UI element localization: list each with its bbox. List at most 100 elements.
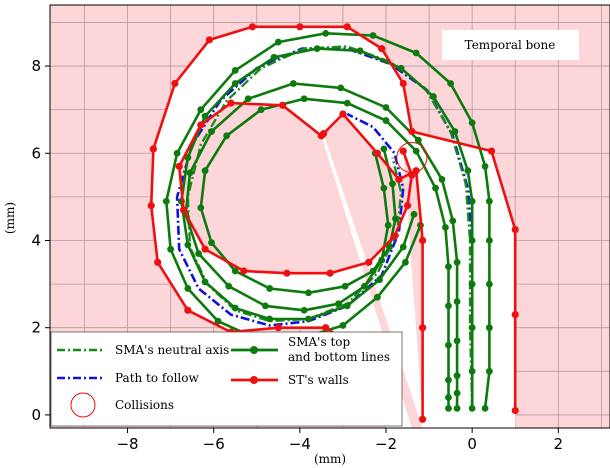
- series-marker: [412, 147, 420, 155]
- x-tick-label: −2: [375, 435, 397, 453]
- series-marker: [468, 197, 476, 205]
- series-marker: [154, 258, 162, 266]
- series-marker: [184, 285, 192, 292]
- series-marker: [300, 306, 308, 314]
- series-marker: [453, 372, 461, 380]
- series-marker: [487, 147, 496, 155]
- series-marker: [485, 367, 493, 375]
- series-marker: [419, 236, 427, 245]
- series-marker: [173, 149, 181, 157]
- series-marker: [384, 221, 392, 229]
- series-marker: [481, 162, 489, 170]
- series-line: [184, 82, 459, 409]
- series-marker: [231, 304, 239, 312]
- series-marker: [464, 167, 472, 175]
- series-marker: [468, 280, 476, 288]
- series-marker: [197, 204, 205, 212]
- series-marker: [468, 324, 476, 332]
- series-marker: [201, 167, 209, 175]
- legend-item-collisions: Collisions: [70, 392, 174, 418]
- series-marker: [419, 324, 427, 332]
- legend-item-sma-lines: SMA's top and bottom lines: [231, 335, 390, 364]
- series-marker: [442, 224, 449, 231]
- series-marker: [223, 132, 231, 140]
- series-marker: [335, 300, 343, 308]
- series-marker: [408, 171, 416, 179]
- series-marker: [270, 53, 278, 61]
- series-marker: [449, 217, 457, 225]
- series-marker: [214, 317, 222, 325]
- series-marker: [376, 276, 383, 284]
- series-marker: [171, 79, 179, 88]
- series-marker: [445, 341, 452, 349]
- legend-label-sma-lines-1: SMA's top: [288, 335, 350, 349]
- series-marker: [468, 237, 476, 244]
- series-marker: [382, 117, 390, 124]
- series-marker: [468, 367, 476, 375]
- annotation-box: Temporal bone: [442, 30, 579, 60]
- series-marker: [225, 282, 233, 290]
- series-marker: [339, 110, 347, 118]
- y-tick-label: 6: [31, 144, 41, 162]
- series-marker: [403, 201, 412, 210]
- series-marker: [485, 280, 493, 288]
- series-marker: [453, 389, 461, 397]
- series-marker: [322, 29, 330, 37]
- series-marker: [399, 243, 407, 251]
- series-line: [186, 45, 474, 409]
- series-marker: [231, 67, 239, 74]
- series-marker: [201, 245, 209, 253]
- x-tick-label: −6: [203, 435, 225, 453]
- series-marker: [175, 162, 183, 170]
- series-marker: [451, 128, 459, 135]
- annotation-text: Temporal bone: [465, 38, 556, 52]
- series-marker: [305, 289, 312, 297]
- series-marker: [274, 38, 282, 46]
- series-marker: [392, 215, 399, 223]
- series-marker: [339, 322, 347, 329]
- series-marker: [432, 184, 439, 192]
- series-marker: [445, 394, 452, 401]
- series-marker: [511, 311, 519, 319]
- legend-item-neutral-axis: SMA's neutral axis: [57, 343, 229, 357]
- series-marker: [266, 315, 274, 323]
- legend-swatch-sma-marker: [250, 346, 258, 354]
- series-marker: [380, 145, 388, 153]
- series-marker: [274, 324, 282, 332]
- series-marker: [313, 45, 321, 53]
- series-marker: [397, 64, 405, 72]
- series-marker: [195, 250, 203, 257]
- series-marker: [208, 239, 215, 247]
- series-marker: [266, 285, 274, 292]
- x-tick-label: 2: [554, 435, 564, 453]
- y-tick-label: 8: [31, 57, 41, 75]
- series-marker: [305, 315, 312, 323]
- series-marker: [257, 106, 265, 114]
- series-marker: [184, 154, 192, 162]
- legend: SMA's neutral axis Path to follow Collis…: [50, 331, 403, 427]
- series-green-dashdot: [186, 45, 474, 409]
- series-marker: [468, 404, 476, 412]
- series-marker: [205, 36, 213, 44]
- series-line: [180, 47, 474, 409]
- legend-item-path: Path to follow: [57, 371, 199, 385]
- series-marker: [184, 306, 192, 314]
- series-marker: [445, 376, 452, 384]
- series-marker: [361, 282, 368, 290]
- series-marker: [231, 267, 239, 275]
- series-marker: [410, 210, 418, 218]
- series-marker: [438, 176, 446, 183]
- series-marker: [337, 84, 345, 92]
- series-marker: [380, 184, 388, 192]
- series-marker: [453, 337, 461, 345]
- series-marker: [201, 278, 209, 286]
- series-marker: [343, 23, 351, 31]
- legend-swatch-collisions: [70, 392, 96, 418]
- series-marker: [248, 23, 257, 31]
- series-marker: [511, 406, 519, 415]
- y-tick-label: 0: [31, 406, 41, 424]
- series-marker: [485, 324, 493, 332]
- series-marker: [391, 232, 399, 240]
- series-marker: [149, 145, 157, 153]
